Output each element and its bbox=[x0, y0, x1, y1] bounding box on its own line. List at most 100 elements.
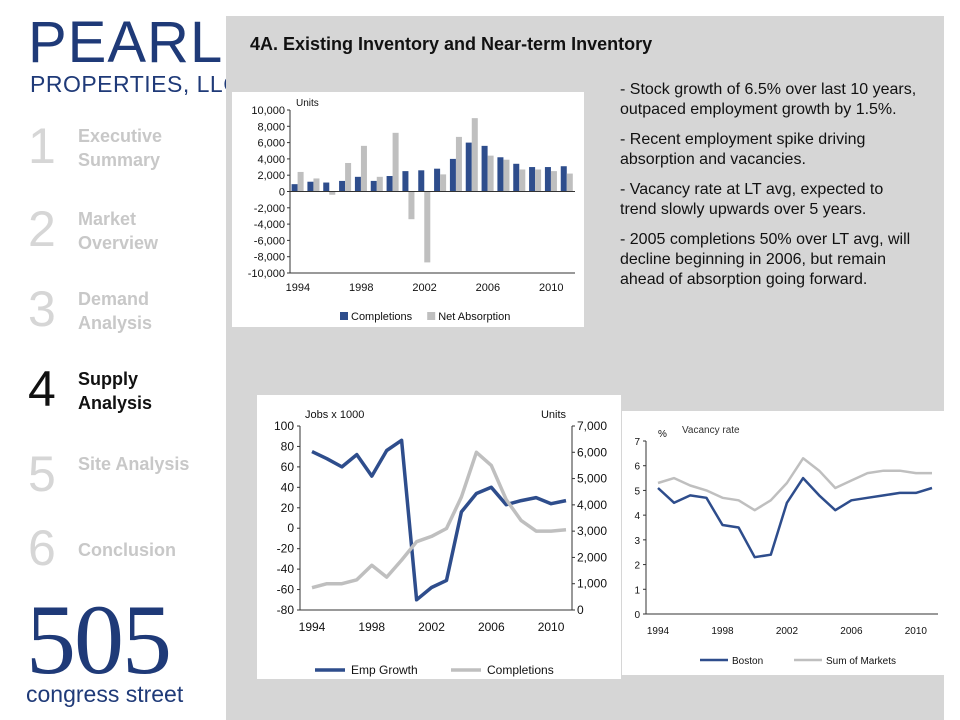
legend-label: Completions bbox=[487, 663, 554, 677]
y-tick-label: -10,000 bbox=[248, 268, 285, 280]
bar-net-absorption-2000 bbox=[392, 132, 399, 192]
bar-net-absorption-2005 bbox=[471, 118, 478, 192]
bar-net-absorption-1994 bbox=[297, 171, 304, 192]
x-tick-label: 1994 bbox=[286, 282, 310, 294]
left-y-tick-label: -80 bbox=[277, 603, 295, 617]
right-axis-label: Units bbox=[541, 409, 567, 421]
legend-label: Sum of Markets bbox=[826, 656, 896, 667]
x-tick-label: 2002 bbox=[776, 626, 799, 637]
bar-completions-1999 bbox=[370, 180, 377, 192]
completions-absorption-bar-chart: Units 10,000 8,000 6,000 4,000 2,000 0 -2,000 -4… bbox=[248, 98, 575, 323]
left-y-tick-label: -60 bbox=[277, 583, 295, 597]
y-tick-label: 6 bbox=[634, 462, 640, 473]
bar-net-absorption-1998 bbox=[360, 145, 367, 192]
y-tick-label: -2,000 bbox=[254, 203, 285, 215]
left-axis-label: Jobs x 1000 bbox=[305, 409, 364, 421]
right-y-tick-label: 0 bbox=[577, 603, 584, 617]
left-y-tick-label: 100 bbox=[274, 419, 294, 433]
y-tick-label: 0 bbox=[634, 610, 640, 621]
nav-number: 2 bbox=[28, 201, 56, 257]
logo-street-text: congress street bbox=[26, 681, 184, 707]
nav-number: 4 bbox=[28, 361, 56, 417]
x-tick-label: 2002 bbox=[412, 282, 436, 294]
nav-label: Executive Summary bbox=[78, 126, 163, 170]
vacancy-rate-line-chart: Vacancy rate% 7 6 5 4 3 2 1 0 1994 1998 2002 2006 201… bbox=[634, 425, 938, 667]
x-tick-label: 2006 bbox=[478, 620, 505, 634]
y-tick-label: -6,000 bbox=[254, 235, 285, 247]
505-congress-street-logo: 505 congress street bbox=[26, 590, 184, 707]
left-y-tick-label: 20 bbox=[281, 501, 295, 515]
nav-number: 1 bbox=[28, 118, 56, 174]
bar-net-absorption-2009 bbox=[535, 169, 542, 192]
bar-completions-1995 bbox=[307, 181, 314, 192]
y-tick-label: 2 bbox=[634, 561, 640, 572]
bar-completions-2008 bbox=[513, 163, 520, 192]
nav-label: Demand Analysis bbox=[78, 289, 153, 333]
y-tick-label: 3 bbox=[634, 536, 640, 547]
bar-net-absorption-2003 bbox=[440, 174, 447, 192]
y-tick-label: 7 bbox=[634, 437, 640, 448]
nav-number: 6 bbox=[28, 520, 56, 576]
nav-number: 3 bbox=[28, 281, 56, 337]
bar-completions-2003 bbox=[434, 168, 441, 192]
y-tick-label: 2,000 bbox=[257, 170, 285, 182]
bar-completions-2001 bbox=[402, 171, 409, 192]
emp-growth-chart-container: Jobs x 1000 Units 100 80 60 40 20 0 -20 -40 -60 -80… bbox=[257, 395, 621, 679]
nav-label: Supply Analysis bbox=[78, 369, 153, 413]
y-tick-label: 8,000 bbox=[257, 121, 285, 133]
bar-completions-1994 bbox=[291, 184, 298, 192]
bar-completions-2000 bbox=[386, 176, 393, 192]
bar-completions-2007 bbox=[497, 157, 504, 192]
legend-swatch bbox=[427, 312, 436, 320]
left-y-tick-label: 80 bbox=[281, 439, 295, 453]
left-y-tick-label: -40 bbox=[277, 562, 295, 576]
y-tick-label: 6,000 bbox=[257, 138, 285, 150]
bar-chart-container: Units 10,000 8,000 6,000 4,000 2,000 0 -2,000 -4… bbox=[232, 92, 584, 327]
right-y-tick-label: 2,000 bbox=[577, 550, 607, 564]
x-tick-label: 1994 bbox=[299, 620, 326, 634]
bullet-employment-spike: - Recent employment spike driving absorp… bbox=[620, 131, 866, 168]
pearl-properties-logo: PEARL PROPERTIES, LLC bbox=[28, 10, 240, 97]
bar-completions-1997 bbox=[339, 180, 346, 192]
y-tick-label: -4,000 bbox=[254, 219, 285, 231]
y-tick-label: 0 bbox=[279, 187, 285, 199]
bar-completions-2009 bbox=[529, 167, 536, 192]
bar-net-absorption-2008 bbox=[519, 169, 526, 192]
bar-net-absorption-2007 bbox=[503, 159, 510, 192]
nav-label: Market Overview bbox=[78, 209, 159, 253]
right-y-tick-label: 1,000 bbox=[577, 577, 607, 591]
right-y-tick-label: 7,000 bbox=[577, 419, 607, 433]
line-completions bbox=[311, 450, 567, 590]
x-tick-label: 2002 bbox=[418, 620, 445, 634]
y-tick-label: -8,000 bbox=[254, 252, 285, 264]
nav-label: Site Analysis bbox=[78, 454, 190, 474]
legend-label: Net Absorption bbox=[438, 311, 510, 323]
y-tick-label: 5 bbox=[634, 486, 640, 497]
bullet-list: - Stock growth of 6.5% over last 10 year… bbox=[620, 80, 920, 300]
bar-net-absorption-1997 bbox=[345, 162, 352, 192]
x-tick-label: 1998 bbox=[358, 620, 385, 634]
legend-swatch bbox=[340, 312, 348, 320]
bar-completions-2006 bbox=[481, 145, 488, 192]
right-y-tick-label: 6,000 bbox=[577, 445, 607, 459]
bar-net-absorption-2010 bbox=[550, 171, 557, 192]
bar-net-absorption-2006 bbox=[487, 155, 494, 192]
x-tick-label: 1998 bbox=[711, 626, 734, 637]
y-tick-label: 4 bbox=[634, 511, 640, 522]
bar-net-absorption-2002 bbox=[424, 191, 431, 263]
logo-pearl-text: PEARL bbox=[28, 10, 224, 75]
bar-completions-2005 bbox=[465, 142, 472, 192]
line-emp-growth bbox=[311, 438, 567, 602]
vacancy-chart-container: Vacancy rate% 7 6 5 4 3 2 1 0 1994 1998 2002 2006 201… bbox=[622, 411, 944, 675]
y-tick-label: 1 bbox=[634, 585, 640, 596]
y-axis-unit: % bbox=[658, 429, 667, 440]
bar-completions-2010 bbox=[544, 167, 551, 192]
bar-net-absorption-1996 bbox=[329, 191, 336, 195]
right-y-tick-label: 4,000 bbox=[577, 498, 607, 512]
bar-net-absorption-2001 bbox=[408, 191, 415, 220]
bullet-completions: - 2005 completions 50% over LT avg, will… bbox=[620, 231, 911, 288]
y-tick-label: 4,000 bbox=[257, 154, 285, 166]
bullet-stock-growth: - Stock growth of 6.5% over last 10 year… bbox=[620, 81, 917, 118]
line-sum-of-markets bbox=[657, 457, 932, 512]
right-y-tick-label: 3,000 bbox=[577, 524, 607, 538]
